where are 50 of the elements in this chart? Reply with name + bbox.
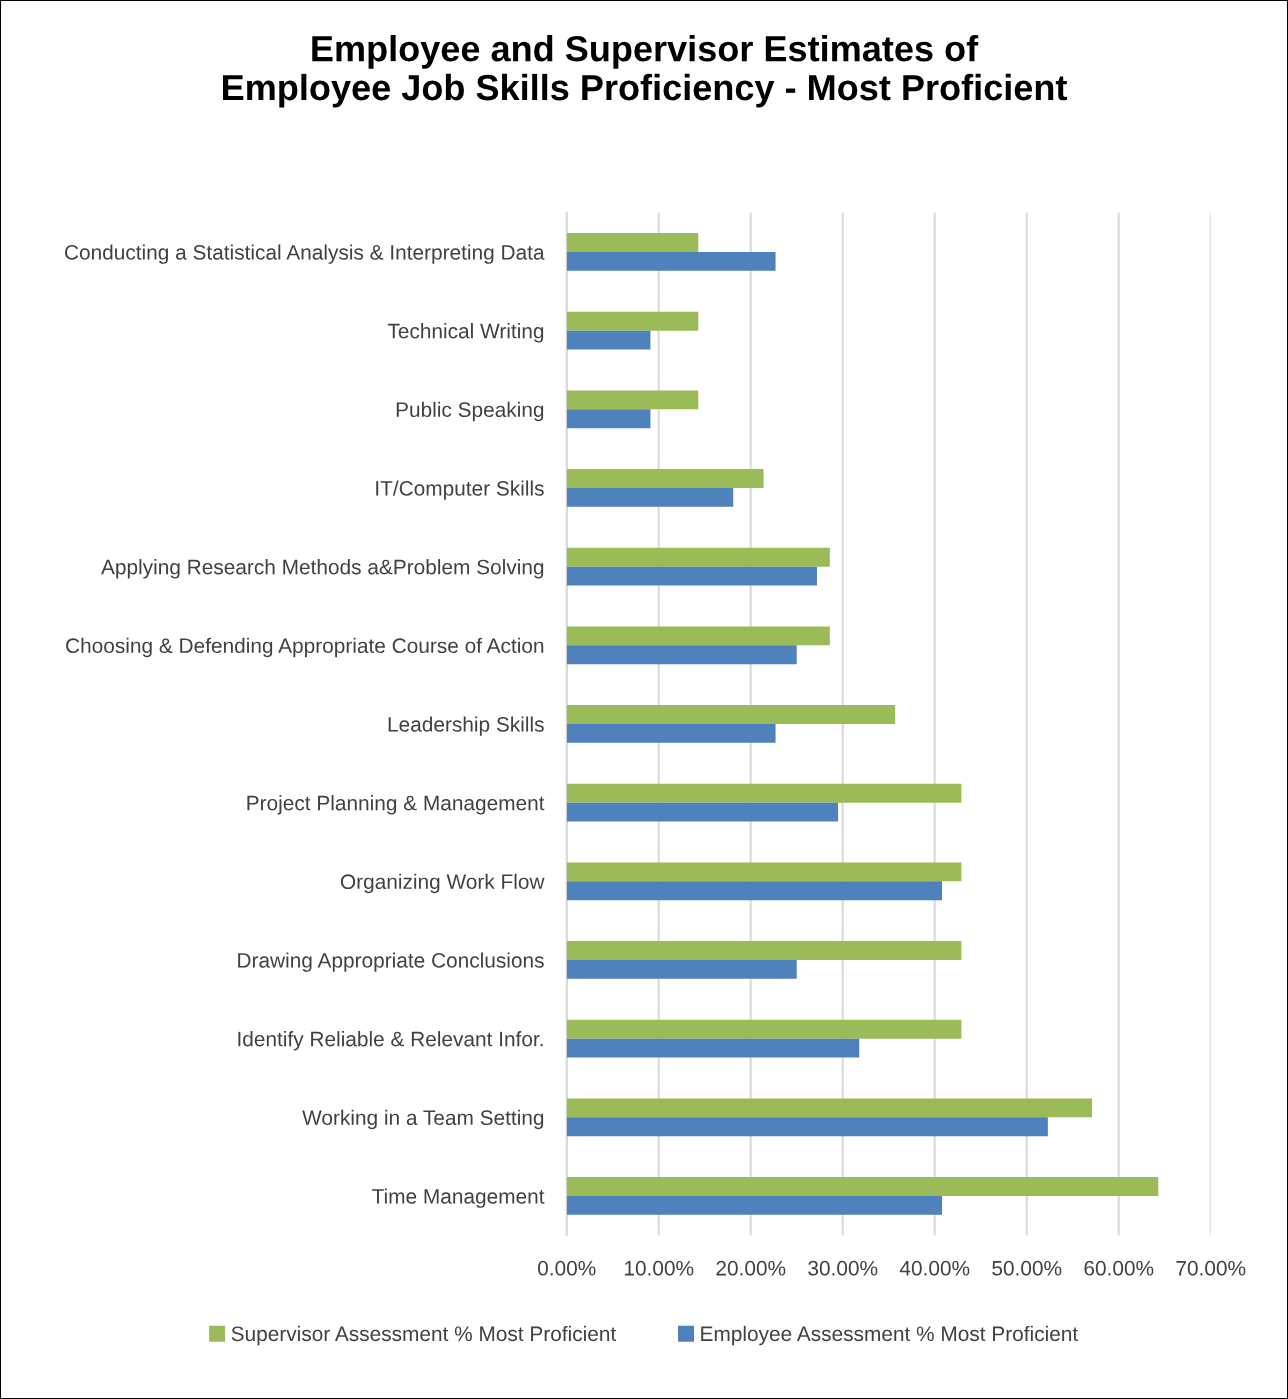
y-tick-label: Conducting a Statistical Analysis & Interpreting Data	[65, 244, 545, 264]
bar	[566, 409, 651, 429]
y-tick-label: Time Management	[372, 1188, 545, 1208]
bar	[566, 311, 699, 331]
bar	[566, 330, 651, 350]
y-tick-label: Choosing & Defending Appropriate Course of Action	[66, 637, 544, 658]
y-tick-label: Project Planning & Management	[247, 795, 545, 815]
x-tick-label: 50.00%	[992, 1260, 1062, 1276]
bar	[566, 487, 734, 507]
y-tick-label: Leadership Skills	[388, 716, 544, 736]
bar	[566, 1098, 1093, 1118]
y-tick-label: Identify Reliable & Relevant Infor.	[238, 1031, 543, 1051]
x-tick-label: 40.00%	[899, 1260, 970, 1276]
y-tick-label: Working in a Team Setting	[302, 1109, 544, 1130]
y-tick-label: Public Speaking	[396, 401, 544, 422]
bar	[566, 566, 817, 586]
x-tick-label: 0.00%	[538, 1260, 596, 1276]
x-tick-label: 20.00%	[716, 1260, 786, 1276]
bar	[566, 1038, 860, 1058]
x-tick-label: 60.00%	[1084, 1260, 1154, 1276]
bar	[566, 1177, 1159, 1196]
bar	[566, 1117, 1048, 1137]
bar	[566, 626, 830, 646]
bar	[566, 1195, 943, 1215]
legend-label: Supervisor Assessment % Most Proficient	[231, 1325, 617, 1346]
bar	[566, 941, 962, 960]
chart-title: Employee and Supervisor Estimates of Employee Job Skills Proficiency - Most Proficient	[223, 34, 1067, 108]
bar	[566, 862, 962, 882]
y-tick-label: Drawing Appropriate Conclusions	[238, 952, 544, 972]
bar	[566, 251, 776, 271]
legend-label: Employee Assessment % Most Proficient	[701, 1325, 1079, 1346]
bar	[566, 802, 839, 822]
bar	[566, 959, 797, 979]
bar	[566, 233, 699, 252]
bar	[566, 1019, 962, 1039]
x-tick-label: 10.00%	[624, 1260, 694, 1276]
bar	[566, 390, 699, 410]
bar	[566, 881, 943, 901]
bar	[566, 783, 962, 803]
bar	[566, 645, 797, 665]
bar	[566, 723, 776, 743]
bar	[566, 469, 764, 488]
y-tick-label: Technical Writing	[387, 323, 544, 343]
x-tick-label: 70.00%	[1176, 1260, 1246, 1276]
y-tick-label: Organizing Work Flow	[340, 873, 545, 894]
bar	[566, 547, 830, 567]
bar	[566, 705, 896, 724]
y-tick-label: IT/Computer Skills	[376, 480, 544, 500]
y-tick-label: Applying Research Methods a&Problem Solving	[101, 559, 544, 579]
x-tick-label: 30.00%	[808, 1260, 878, 1276]
